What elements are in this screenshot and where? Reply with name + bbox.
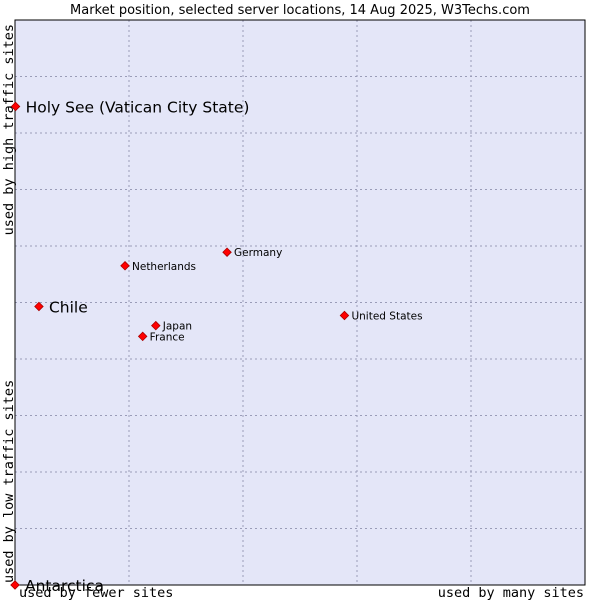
point-label-antarctica: Antarctica [25, 577, 104, 595]
point-marker-holy-see-vatican-city-state [10, 101, 21, 112]
y-axis-label-high: used by high traffic sites [1, 24, 17, 235]
point-label-netherlands: Netherlands [132, 261, 196, 273]
point-marker-united-states [339, 310, 350, 321]
point-marker-netherlands [120, 261, 130, 271]
grid-lines [15, 20, 585, 585]
data-points: Holy See (Vatican City State) Germany Neth… [10, 98, 423, 595]
point-marker-japan [151, 320, 161, 331]
plot-border [14, 19, 586, 586]
x-axis-label-many: used by many sites [438, 585, 584, 600]
x-axis-label-fewer: used by fewer sites [19, 585, 173, 600]
point-label-holy-see-vatican-city-state: Holy See (Vatican City State) [26, 98, 250, 116]
point-label-chile: Chile [49, 298, 88, 316]
point-label-germany: Germany [234, 247, 282, 259]
point-marker-antarctica [10, 580, 20, 590]
point-label-france: France [150, 331, 185, 343]
point-marker-chile [34, 301, 44, 312]
point-label-japan: Japan [162, 321, 192, 333]
chart-title: Market position, selected server locatio… [70, 3, 530, 18]
y-axis-label-low: used by low traffic sites [1, 380, 17, 583]
point-label-united-states: United States [351, 310, 422, 322]
point-marker-germany [222, 247, 232, 257]
point-marker-france [137, 331, 148, 342]
